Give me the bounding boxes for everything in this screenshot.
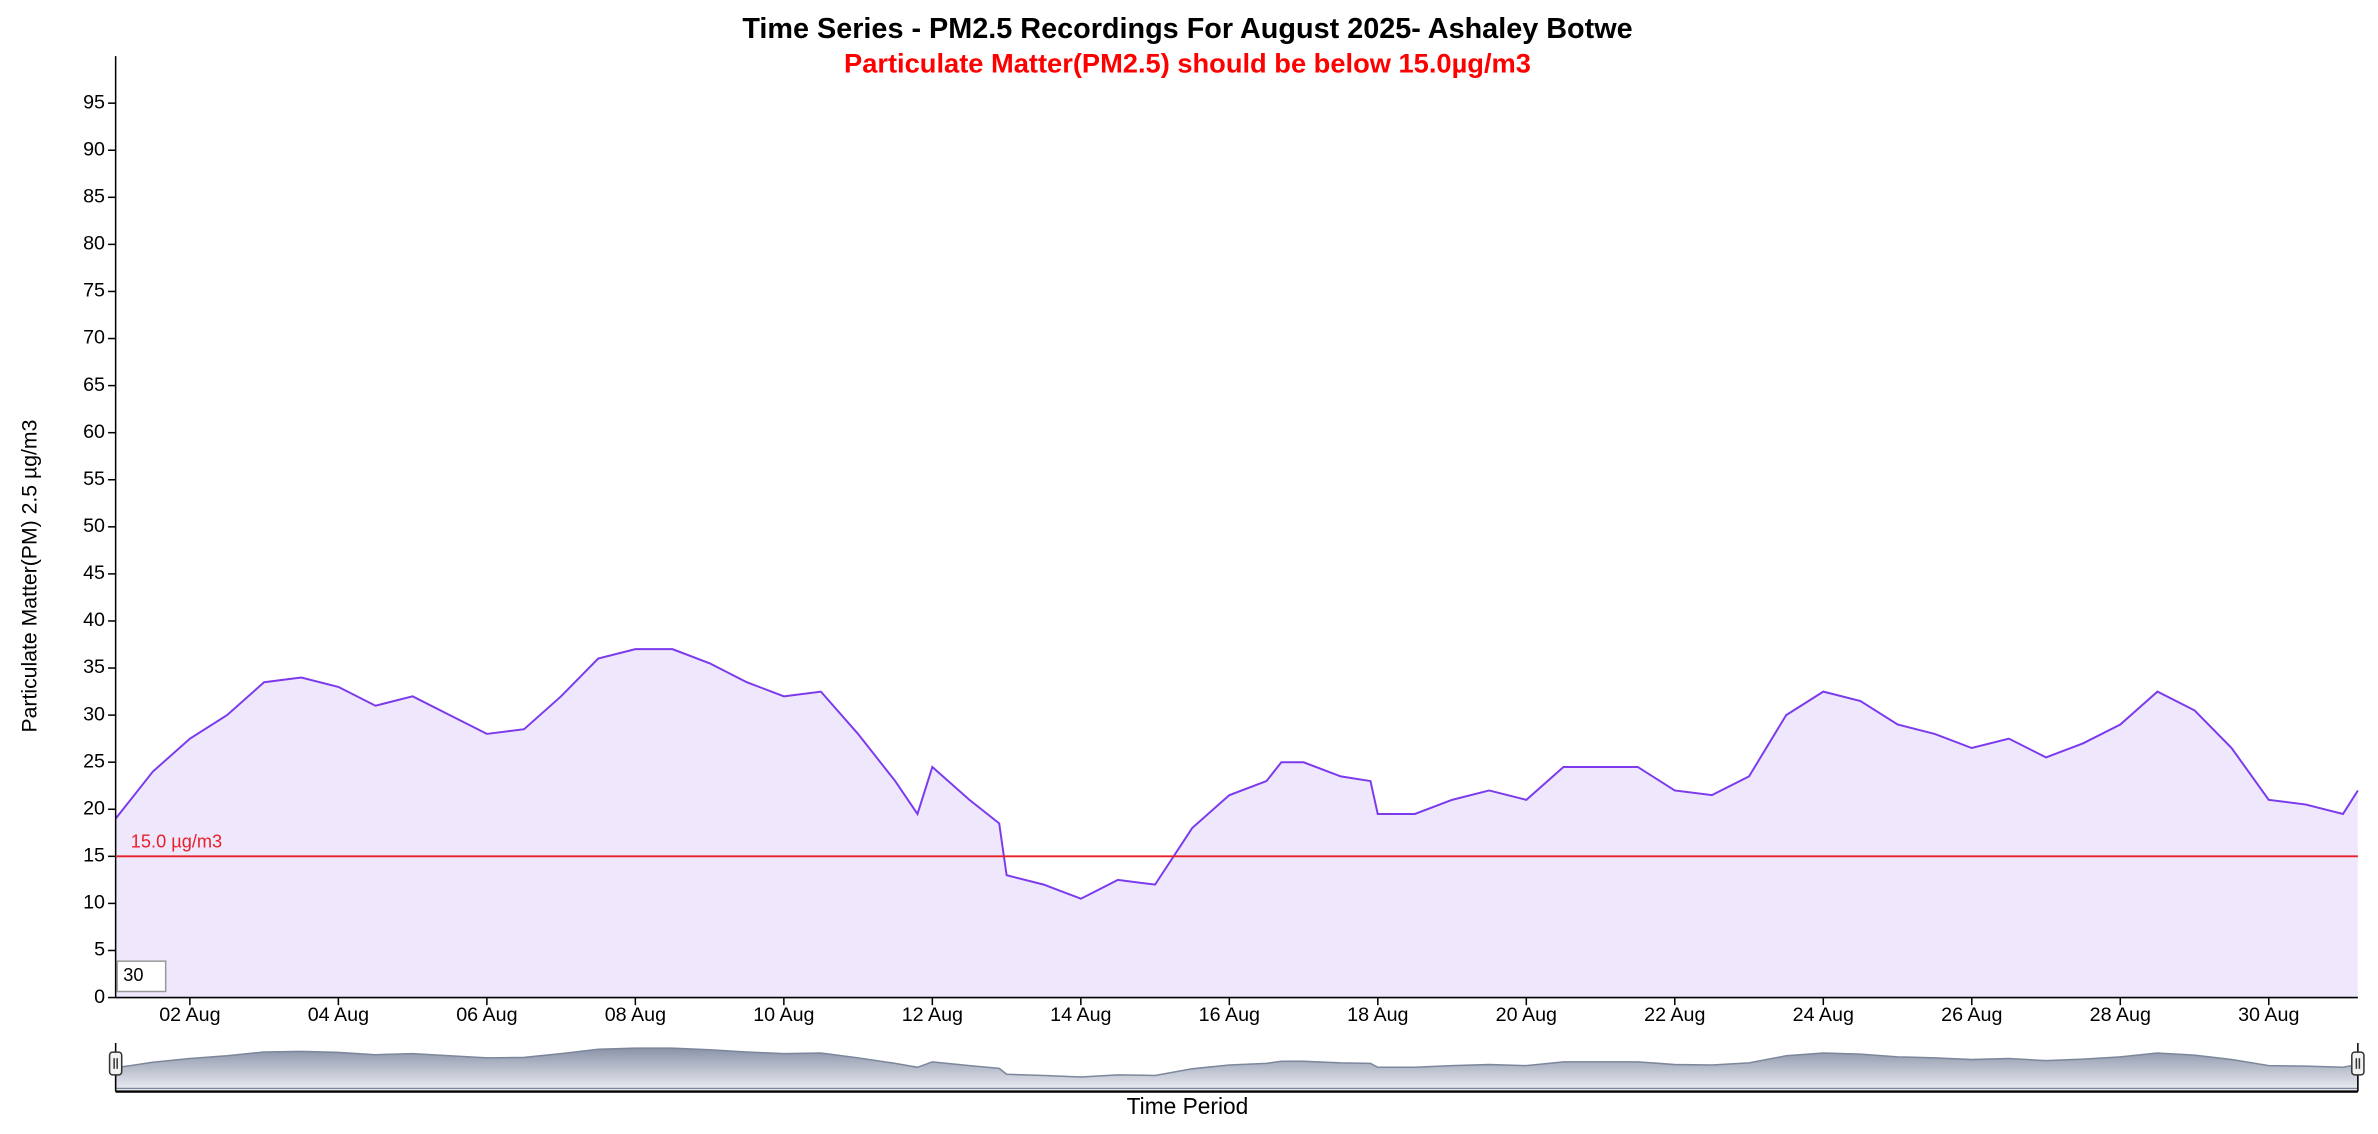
y-tick-label: 55 [83,468,105,490]
navigator-handle-right[interactable] [2351,1051,2365,1076]
x-tick-label: 30 Aug [2238,1004,2299,1026]
x-tick-label: 12 Aug [902,1004,963,1026]
x-tick-label: 18 Aug [1347,1004,1408,1026]
x-tick-label: 08 Aug [605,1004,666,1026]
y-tick-label: 65 [83,374,105,396]
range-input-value: 30 [123,965,143,985]
y-tick-label: 40 [83,609,105,631]
area-fill [115,649,2358,998]
y-tick-label: 50 [83,515,105,537]
series-line [114,648,2359,900]
y-tick-label: 35 [83,656,105,678]
x-tick-label: 10 Aug [753,1004,814,1026]
threshold-label: 15.0 µg/m3 [131,832,222,852]
y-tick-label: 95 [83,91,105,113]
navigator-series [114,1047,2359,1090]
y-tick-label: 20 [83,797,105,819]
x-tick-label: 26 Aug [1941,1004,2002,1026]
navigator-handle-left[interactable] [108,1051,123,1076]
x-tick-label: 22 Aug [1644,1004,1705,1026]
y-tick-label: 25 [83,750,105,772]
y-tick-label: 70 [83,327,105,349]
chart-subtitle: Particulate Matter(PM2.5) should be belo… [844,47,1531,78]
x-tick-label: 02 Aug [159,1004,220,1026]
x-tick-label: 20 Aug [1496,1004,1557,1026]
y-tick-label: 85 [83,186,105,208]
y-tick-label: 60 [83,421,105,443]
y-tick-label: 10 [83,892,105,914]
range-input[interactable] [116,960,167,993]
chart-title: Time Series - PM2.5 Recordings For Augus… [742,13,1632,45]
y-tick-label: 5 [94,939,105,961]
x-tick-label: 04 Aug [308,1004,369,1026]
y-tick-label: 45 [83,562,105,584]
y-tick-label: 30 [83,703,105,725]
y-tick-label: 15 [83,845,105,867]
x-tick-label: 28 Aug [2090,1004,2151,1026]
x-tick-label: 14 Aug [1050,1004,1111,1026]
x-tick-label: 24 Aug [1793,1004,1854,1026]
x-tick-label: 16 Aug [1199,1004,1260,1026]
x-axis-label: Time Period [1127,1093,1249,1119]
y-tick-label: 80 [83,233,105,255]
y-tick-label: 90 [83,138,105,160]
y-axis-label: Particulate Matter(PM) 2.5 µg/m3 [18,420,41,733]
x-tick-label: 06 Aug [456,1004,517,1026]
y-tick-label: 0 [94,986,105,1008]
y-tick-label: 75 [83,280,105,302]
